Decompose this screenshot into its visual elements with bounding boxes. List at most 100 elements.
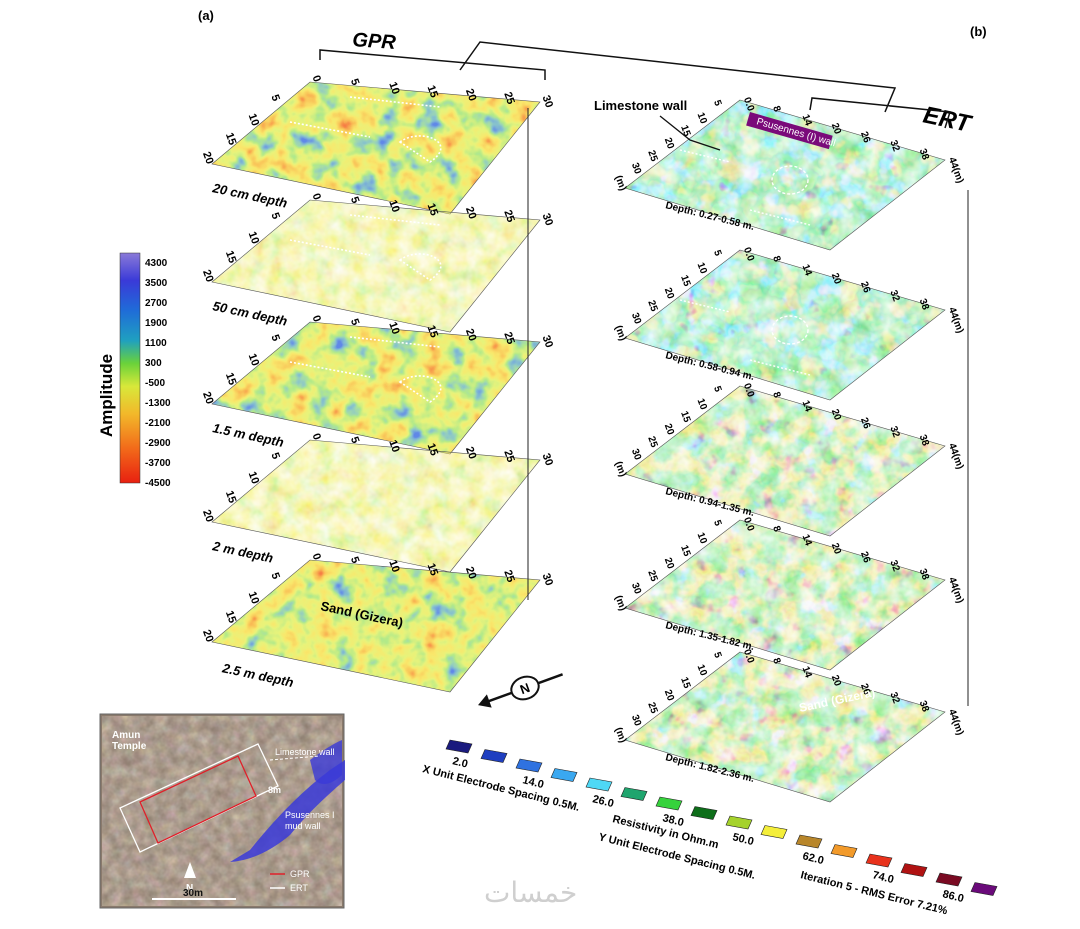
gpr-y-tick: 15 [223,371,238,387]
ert-x-tick: 20 [829,122,843,137]
resistivity-value: 74.0 [871,869,895,886]
resistivity-legend: 2.0 14.0 26.0 38.0 50.0 62.0 74.0 86.0 [445,739,998,905]
ert-x-tick: 8 [770,656,782,665]
ert-y-tick: 20 [662,286,676,301]
map-limestone-label: Limestone wall [275,747,335,757]
ert-y-tick: 5 [711,519,723,528]
gpr-x-tick: 5 [348,435,361,445]
gpr-y-tick: 5 [268,93,281,103]
resistivity-swatch [480,749,508,763]
ert-y-tick: 5 [711,651,723,660]
gpr-x-tick: 25 [501,208,516,224]
ert-x-tick: 8 [770,524,782,533]
ert-y-tick: (m) [612,460,628,478]
ert-x-tick: 14 [800,533,814,548]
ert-y-tick: 15 [678,676,692,691]
gpr-y-tick: 10 [246,352,261,368]
limestone-wall-pointer [659,115,721,151]
gpr-x-tick: 0 [310,314,323,324]
amplitude-colorbar: 4300 3500 2700 1900 1100 300 -500 -1300 -2100 -29… [97,252,171,489]
ert-x-tick: 44(m) [946,306,965,335]
resistivity-value: 2.0 [451,755,469,770]
ert-y-tick: 20 [662,556,676,571]
ert-x-tick: 26 [858,130,872,145]
ert-x-tick: 38 [917,567,931,582]
ert-y-tick: (m) [612,726,628,744]
gpr-x-tick: 20 [463,87,478,103]
gpr-y-tick: 10 [246,112,261,128]
gpr-y-tick: 10 [246,230,261,246]
gpr-x-tick: 10 [386,558,401,574]
gpr-x-tick: 20 [463,445,478,461]
ert-x-tick: 8 [770,104,782,113]
gpr-y-tick: 15 [223,249,238,265]
gpr-x-tick: 15 [425,202,440,218]
resistivity-swatch [795,834,823,849]
ert-x-tick: 14 [800,399,814,414]
resistivity-value: 38.0 [661,812,685,829]
ert-y-tick: 10 [695,531,709,546]
map-legend-gpr: GPR [290,869,310,879]
gpr-depth-label: 50 cm depth [211,298,288,328]
resistivity-swatch [690,806,718,820]
gpr-y-tick: 5 [268,211,281,221]
ert-y-tick: 5 [711,385,723,394]
ert-y-tick: 15 [678,274,692,289]
map-width-label: 8m [268,785,281,795]
gpr-x-tick: 30 [540,452,555,468]
gpr-x-tick: 10 [386,198,401,214]
ert-x-tick: 8 [770,390,782,399]
map-north-icon: N [184,862,196,894]
colorbar-tick: -2100 [145,418,171,429]
gpr-slices: 0 5 10 15 20 25 30 5 10 15 20 20 cm depth 0 5 10 15 20 25… [200,74,555,693]
ert-y-tick: 25 [645,701,659,716]
gpr-x-tick: 0 [310,432,323,442]
location-map: Amun Temple Limestone wall 8m Psusennes I… [99,713,345,909]
ert-x-tick: 20 [829,542,843,557]
ert-y-tick: 5 [711,99,723,108]
ert-x-tick: 26 [858,280,872,295]
resistivity-swatch [445,739,473,754]
gpr-x-tick: 5 [348,77,361,87]
watermark: خمسات [484,877,577,908]
ert-x-tick: 0.0 [741,648,756,665]
ert-y-tick: 30 [629,161,643,176]
colorbar-title: Amplitude [97,354,116,437]
resistivity-swatch [900,863,928,877]
ert-x-tick: 20 [829,408,843,423]
gpr-depth-label: 20 cm depth [210,180,288,211]
gpr-slice: 0 5 10 15 20 25 30 5 10 15 20 50 cm depth [200,192,555,333]
gpr-x-tick: 30 [540,334,555,350]
gpr-slice: 0 5 10 15 20 25 30 5 10 15 20 20 cm depth [200,74,555,215]
resistivity-value: 62.0 [801,850,825,867]
gpr-x-tick: 10 [386,320,401,336]
gpr-x-tick: 30 [540,572,555,588]
resistivity-swatch [655,796,683,811]
ert-x-tick: 14 [800,665,814,680]
svg-text:N: N [186,883,193,894]
resistivity-swatch [620,787,648,801]
ert-y-tick: 15 [678,544,692,559]
ert-x-tick: 20 [829,674,843,689]
ert-y-tick: 25 [645,435,659,450]
ert-x-tick: 20 [829,272,843,287]
ert-y-tick: 10 [695,111,709,126]
colorbar-tick: -500 [145,378,165,389]
resistivity-value: 14.0 [521,774,545,791]
gpr-x-tick: 0 [310,192,323,202]
gpr-x-tick: 25 [501,330,516,346]
gpr-y-tick: 15 [223,489,238,505]
ert-x-tick: 26 [858,550,872,565]
gpr-y-tick: 10 [246,590,261,606]
colorbar-tick: 4300 [145,258,168,269]
ert-x-tick: 14 [800,113,814,128]
ert-y-tick: 10 [695,397,709,412]
ert-x-tick: 32 [887,691,901,706]
gpr-x-tick: 25 [501,568,516,584]
resistivity-value: 50.0 [731,831,755,848]
resistivity-swatch [725,815,753,830]
colorbar-tick: 2700 [145,298,168,309]
gpr-y-tick: 20 [200,268,215,284]
gpr-x-tick: 5 [348,555,361,565]
limestone-wall-label: Limestone wall [594,98,687,113]
